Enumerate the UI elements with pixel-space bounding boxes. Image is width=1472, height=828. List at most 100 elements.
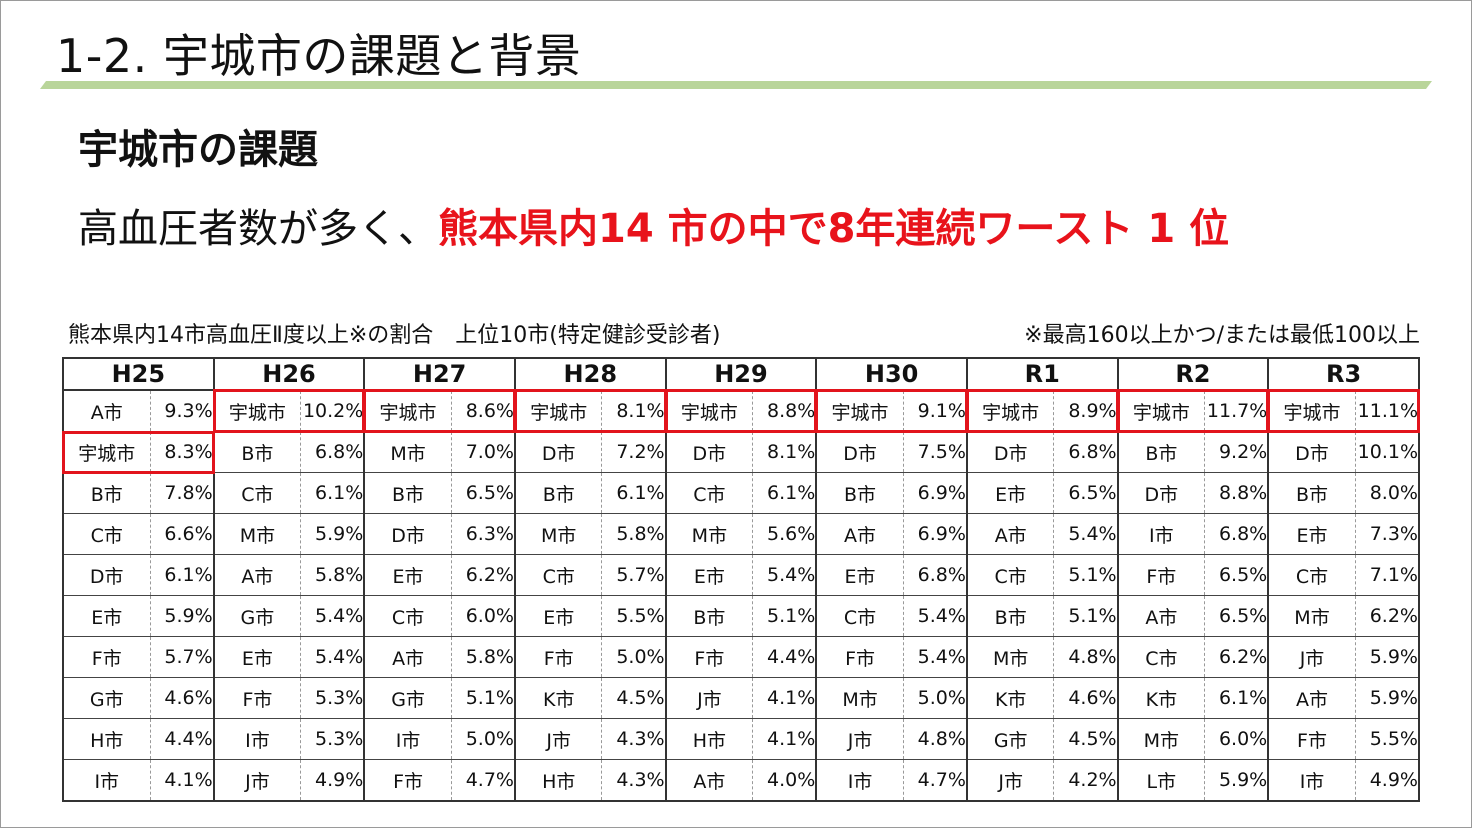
percent-cell: 6.0% [451,595,516,637]
city-cell: C市 [212,472,302,514]
headline-highlight: 熊本県内14 市の中で8年連続ワースト 1 位 [438,206,1230,252]
city-cell: F市 [62,636,151,678]
city-cell: F市 [212,677,302,719]
percent-cell: 7.1% [1355,554,1420,596]
city-cell: F市 [363,759,452,802]
table-note: ※最高160以上かつ/または最低100以上 [1024,323,1420,348]
percent-cell: 6.8% [1204,513,1270,555]
city-cell: C市 [1267,554,1356,596]
percent-cell: 5.5% [601,595,667,637]
city-cell: L市 [1116,759,1206,802]
percent-cell: 5.0% [903,677,968,719]
year-header: H27 [363,357,516,391]
city-cell: C市 [1116,636,1206,678]
percent-cell: 7.3% [1355,513,1420,555]
percent-cell: 5.9% [150,595,215,637]
city-cell: M市 [363,431,452,473]
city-cell: E市 [363,554,452,596]
city-cell: B市 [62,472,151,514]
city-cell: E市 [815,554,904,596]
percent-cell: 7.5% [903,431,968,473]
percent-cell: 4.4% [752,636,818,678]
table-header-row: H25 H26 H27 H28 H29 H30 R1 R2 R3 [62,357,1420,391]
percent-cell: 4.5% [1053,718,1119,760]
percent-cell: 5.4% [300,636,366,678]
city-cell: A市 [664,759,754,802]
city-cell: B市 [513,472,603,514]
percent-cell: 11.1% [1355,389,1420,432]
city-cell: E市 [513,595,603,637]
percent-cell: 6.1% [300,472,366,514]
year-header: R2 [1116,357,1270,391]
percent-cell: 11.7% [1204,389,1270,432]
percent-cell: 5.7% [150,636,215,678]
headline-prefix: 高血圧者数が多く、 [78,206,438,252]
percent-cell: 6.0% [1204,718,1270,760]
percent-cell: 6.2% [1355,595,1420,637]
percent-cell: 8.9% [1053,389,1119,432]
city-cell: J市 [212,759,302,802]
percent-cell: 6.5% [1204,554,1270,596]
city-cell: B市 [212,431,302,473]
year-header: R3 [1267,357,1420,391]
city-cell: H市 [513,759,603,802]
city-cell: K市 [1116,677,1206,719]
slide-title: 1-2. 宇城市の課題と背景 [56,29,582,83]
city-cell: E市 [212,636,302,678]
city-cell: 宇城市 [513,389,603,432]
table-row: B市 7.8% C市 6.1% B市 6.5% B市 6.1% C市 6.1% B市 6.9% E市 6.… [62,472,1420,514]
percent-cell: 8.8% [1204,472,1270,514]
city-cell: 宇城市 [965,389,1055,432]
year-header: H26 [212,357,366,391]
percent-cell: 6.1% [1204,677,1270,719]
city-cell: F市 [513,636,603,678]
city-cell: B市 [363,472,452,514]
city-cell: A市 [1116,595,1206,637]
city-cell: B市 [1267,472,1356,514]
percent-cell: 4.2% [1053,759,1119,802]
percent-cell: 4.3% [601,759,667,802]
percent-cell: 5.8% [451,636,516,678]
percent-cell: 4.7% [903,759,968,802]
city-cell: F市 [664,636,754,678]
city-cell: 宇城市 [62,431,151,473]
city-cell: C市 [664,472,754,514]
table-row: A市 9.3% 宇城市 10.2% 宇城市 8.6% 宇城市 8.1% 宇城市 8.8% 宇城市 9.… [62,389,1420,432]
city-cell: C市 [62,513,151,555]
city-cell: K市 [965,677,1055,719]
city-cell: 宇城市 [212,389,302,432]
percent-cell: 8.1% [601,389,667,432]
table-row: 宇城市 8.3% B市 6.8% M市 7.0% D市 7.2% D市 8.1% D市 7.5% D市 6… [62,431,1420,473]
table-row: E市 5.9% G市 5.4% C市 6.0% E市 5.5% B市 5.1% C市 5.4% B市 5.… [62,595,1420,637]
percent-cell: 6.2% [451,554,516,596]
year-header: H29 [664,357,818,391]
city-cell: A市 [62,389,151,432]
percent-cell: 10.2% [300,389,366,432]
percent-cell: 5.9% [1355,677,1420,719]
city-cell: D市 [62,554,151,596]
city-cell: E市 [664,554,754,596]
percent-cell: 5.3% [300,677,366,719]
city-cell: A市 [363,636,452,678]
city-cell: C市 [965,554,1055,596]
year-header: H30 [815,357,968,391]
percent-cell: 5.1% [451,677,516,719]
city-cell: A市 [815,513,904,555]
city-cell: M市 [965,636,1055,678]
year-header: H28 [513,357,667,391]
percent-cell: 4.6% [150,677,215,719]
city-cell: C市 [815,595,904,637]
percent-cell: 5.3% [300,718,366,760]
city-cell: D市 [1116,472,1206,514]
percent-cell: 9.2% [1204,431,1270,473]
city-cell: B市 [1116,431,1206,473]
city-cell: F市 [1267,718,1356,760]
city-cell: D市 [1267,431,1356,473]
percent-cell: 6.8% [300,431,366,473]
percent-cell: 6.5% [451,472,516,514]
city-cell: E市 [62,595,151,637]
percent-cell: 5.4% [903,595,968,637]
city-cell: M市 [1267,595,1356,637]
city-cell: I市 [62,759,151,802]
percent-cell: 4.1% [150,759,215,802]
